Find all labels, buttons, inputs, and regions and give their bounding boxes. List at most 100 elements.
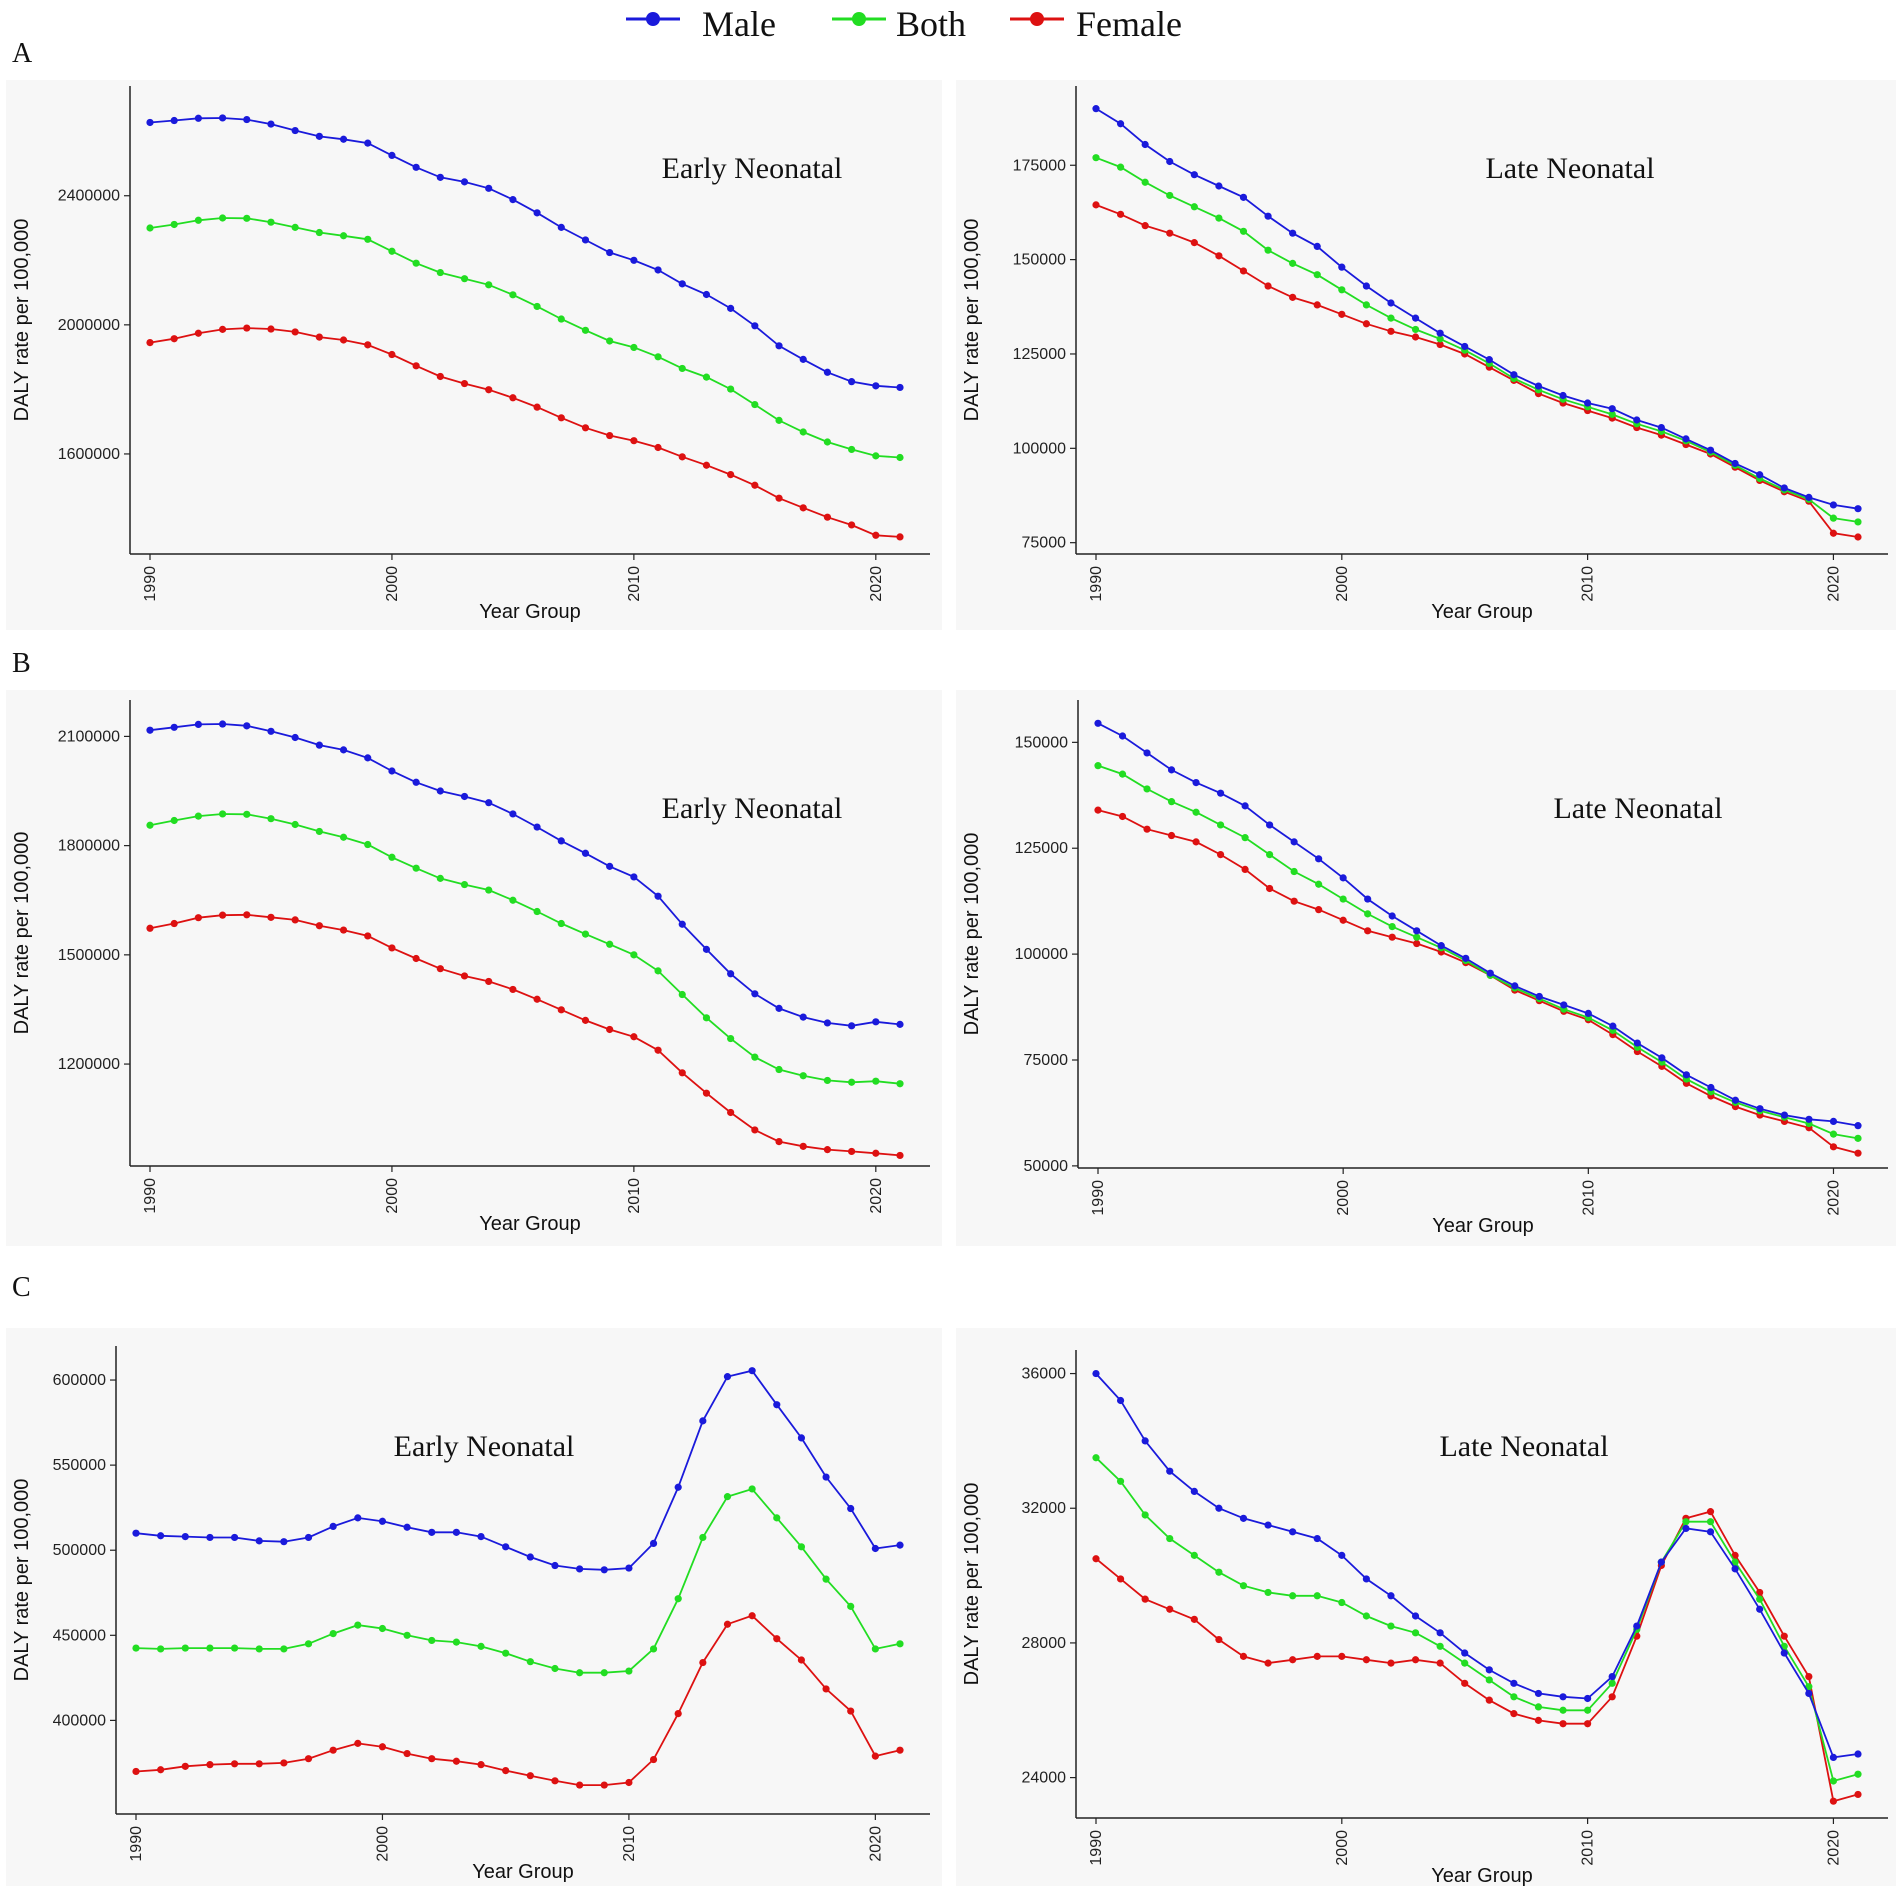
data-point-male [1829,1117,1838,1126]
data-point-male [1118,732,1127,740]
data-point-female [896,533,904,541]
data-point-female [1436,1659,1444,1667]
data-point-male [230,1533,239,1542]
chart-title: Early Neonatal [662,152,843,185]
data-point-both [452,1638,460,1646]
data-point-male [1535,992,1543,1001]
series-line-both [149,813,901,1085]
data-point-both [1805,1683,1813,1691]
data-point-male [1338,1551,1346,1559]
data-point-male [378,1517,387,1525]
data-point-female [243,324,251,332]
legend-marker-female [1010,12,1064,26]
data-point-male [896,383,904,392]
chart-svg: 1600000 2000000 2400000 1990 2000 2010 2020 Yea… [11,86,930,623]
data-point-female [477,1761,485,1769]
data-point-male [1264,212,1272,220]
data-point-female [1534,1716,1543,1724]
data-point-female [1216,850,1225,859]
data-point-female [727,471,735,479]
series-line-male [1097,722,1859,1127]
data-point-both [315,827,323,836]
chart-svg: 400000 450000 500000 550000 600000 1990 2000 20… [11,1346,930,1883]
panel-letter-b: B [12,648,31,679]
data-point-both [630,343,638,352]
data-point-male [606,248,614,257]
data-point-both [1559,1706,1567,1714]
data-point-both [871,1645,879,1653]
data-point-male [1338,263,1346,271]
data-point-male [1780,1649,1788,1657]
data-point-female [551,1777,559,1785]
data-point-female [1141,1595,1149,1603]
data-point-male [799,355,807,363]
data-point-female [1805,1672,1813,1681]
data-point-male [388,151,396,159]
data-point-female [1485,1696,1493,1704]
chart-svg: 1200000 1500000 1800000 2100000 1990 2000 2010… [11,700,930,1235]
data-point-male [751,322,759,330]
data-point-male [1141,140,1149,149]
data-point-male [1560,1001,1568,1009]
data-point-both [702,373,711,381]
series-line-female [149,327,901,538]
data-point-female [1388,933,1396,941]
data-point-male [649,1539,658,1548]
series-line-female [149,913,901,1157]
data-point-both [378,1624,387,1633]
data-point-both [1682,1518,1690,1526]
data-point-both [280,1645,288,1653]
data-point-both [157,1645,165,1653]
y-tick-label: 2000000 [58,317,120,334]
x-tick-label: 2020 [1825,1180,1842,1216]
data-point-male [1092,105,1100,113]
series-line-female [1095,1510,1859,1803]
data-point-both [896,1640,904,1648]
data-point-female [1829,529,1838,537]
data-point-male [364,139,372,147]
x-tick-label: 2010 [621,1826,638,1862]
data-point-male [132,1529,140,1537]
data-point-both [723,1493,732,1501]
data-point-male [1266,821,1274,829]
data-point-female [132,1767,140,1776]
data-point-male [1289,229,1297,237]
data-point-both [1338,286,1346,294]
series-line-both [1097,764,1859,1140]
data-point-both [460,880,469,889]
data-point-male [1239,193,1248,201]
data-point-male [1485,1666,1493,1674]
data-point-male [218,720,227,728]
data-point-female [1338,310,1346,318]
data-point-both [181,1644,189,1652]
data-point-female [388,350,396,359]
data-point-male [848,378,856,386]
data-point-both [1608,410,1616,418]
data-point-female [485,977,493,986]
data-point-male [460,792,469,801]
data-point-female [1116,1575,1125,1583]
x-tick-label: 2010 [1580,1180,1597,1216]
data-point-female [1411,1656,1420,1664]
data-point-both [872,1077,880,1085]
data-point-female [146,924,154,932]
data-point-both [329,1630,337,1638]
data-point-female [1559,1720,1567,1728]
data-point-both [291,820,299,829]
data-point-both [1092,154,1100,162]
data-point-female [428,1755,436,1763]
data-point-both [600,1669,608,1677]
data-point-female [1706,1508,1715,1516]
data-point-male [1657,1558,1665,1566]
data-point-female [1584,1720,1592,1728]
data-point-female [1387,1659,1395,1667]
data-point-female [1387,327,1395,335]
data-point-male [896,1020,904,1028]
data-point-female [509,394,517,402]
data-point-both [678,364,686,373]
x-tick-label: 2020 [1825,1830,1842,1866]
legend-dot-male [646,12,660,26]
data-point-both [630,951,638,959]
data-point-male [1707,1083,1715,1092]
data-point-female [896,1746,904,1754]
